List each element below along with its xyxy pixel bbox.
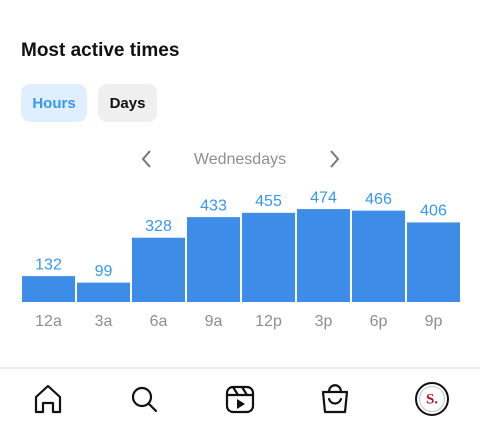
tab-label: Hours	[32, 95, 75, 112]
reels-icon-line	[231, 385, 240, 397]
reels-icon-play	[237, 399, 245, 409]
bar	[242, 212, 295, 302]
x-tick-label: 12a	[35, 313, 62, 330]
next-day-button[interactable]	[330, 150, 340, 168]
bar	[22, 276, 75, 302]
value-label: 328	[145, 218, 172, 235]
home-tab[interactable]	[34, 384, 62, 414]
shop-icon-smile	[327, 397, 343, 405]
search-tab[interactable]	[131, 386, 158, 413]
x-tick-label: 6p	[370, 313, 388, 330]
section-title: Most active times	[21, 40, 179, 61]
shop-icon	[321, 390, 349, 414]
tab-background	[98, 84, 157, 122]
x-tick-label: 9p	[425, 313, 443, 330]
value-label: 99	[95, 263, 113, 280]
search-icon-handle	[147, 402, 158, 413]
bar	[297, 209, 350, 302]
home-icon	[34, 384, 62, 414]
reels-icon-line	[240, 385, 249, 397]
profile-avatar	[419, 386, 445, 412]
previous-day-button[interactable]	[141, 150, 151, 168]
profile-initial: S.	[426, 391, 438, 407]
value-label: 132	[35, 256, 62, 273]
bar	[352, 210, 405, 302]
x-tick-label: 3a	[95, 313, 113, 330]
value-label: 406	[420, 203, 447, 220]
chart: 132 12a 99 3a 328 6a 433 9a 455 12p 474 3p 466 6p 406 9…	[22, 189, 460, 330]
bar	[187, 217, 240, 302]
shop-icon-handle	[327, 384, 343, 394]
x-tick-label: 12p	[255, 313, 282, 330]
tab-hours[interactable]: Hours	[21, 84, 87, 122]
profile-tab[interactable]: S.	[415, 382, 449, 416]
x-tick-label: 9a	[205, 313, 223, 330]
profile-ring	[415, 382, 449, 416]
bar	[77, 282, 130, 302]
tab-background	[21, 84, 87, 122]
shop-tab[interactable]	[321, 384, 349, 414]
reels-tab[interactable]	[225, 385, 255, 414]
day-label: Wednesdays	[194, 151, 286, 168]
value-label: 466	[365, 191, 392, 208]
tab-days[interactable]: Days	[98, 84, 157, 122]
search-icon	[131, 386, 153, 408]
x-tick-label: 3p	[315, 313, 333, 330]
reels-icon	[225, 385, 255, 414]
bar	[407, 222, 460, 302]
tab-label: Days	[110, 95, 146, 112]
value-label: 474	[310, 189, 337, 206]
value-label: 433	[200, 197, 227, 214]
value-label: 455	[255, 193, 282, 210]
bar	[132, 237, 185, 302]
x-tick-label: 6a	[150, 313, 168, 330]
